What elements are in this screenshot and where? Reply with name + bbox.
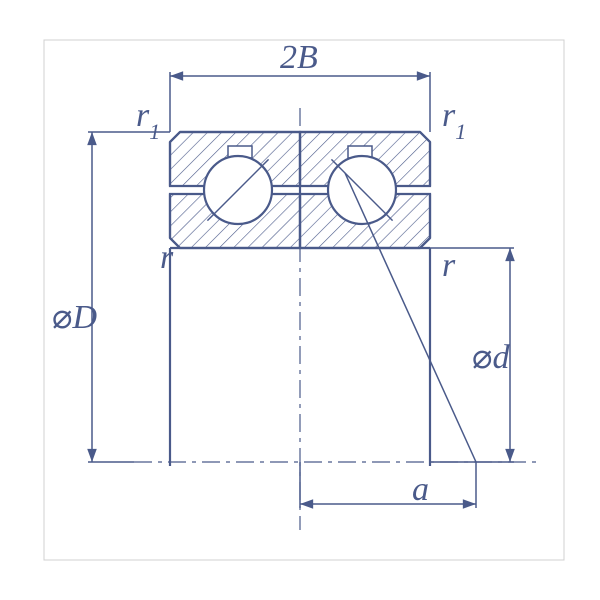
- ball-left: [204, 156, 272, 224]
- label-D: ⌀D: [52, 299, 97, 336]
- label-d: ⌀d: [472, 339, 510, 376]
- dim-a: a: [300, 462, 476, 509]
- ball-right: [328, 156, 396, 224]
- label-r1-right: r1: [442, 97, 466, 144]
- label-a: a: [412, 471, 429, 508]
- label-r1-left: r1: [136, 97, 160, 144]
- label-r-left: r: [160, 239, 174, 276]
- image-frame: [44, 40, 564, 560]
- label-r-right: r: [442, 247, 456, 284]
- label-2B: 2B: [280, 39, 318, 76]
- dim-D: ⌀D: [52, 132, 170, 462]
